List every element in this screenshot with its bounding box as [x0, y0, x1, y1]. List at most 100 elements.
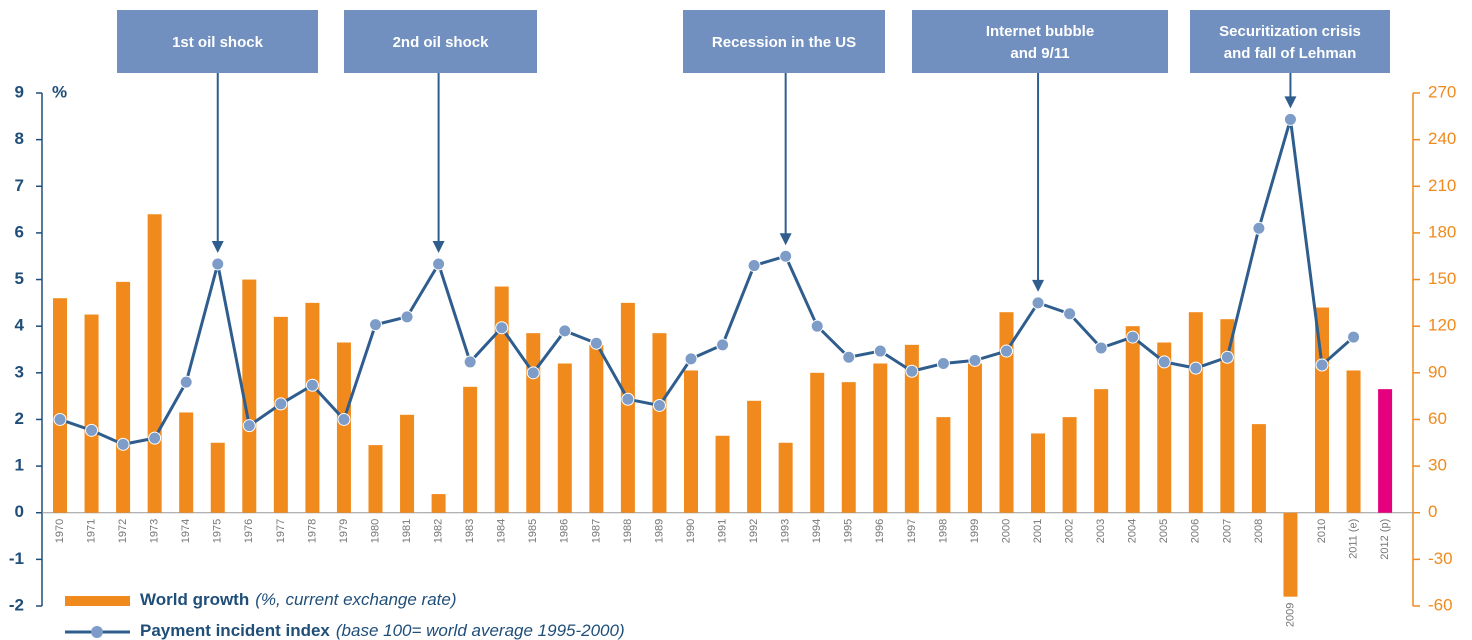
bar	[1157, 342, 1172, 513]
y2-tick-label: 120	[1428, 316, 1456, 335]
y2-tick-label: -30	[1428, 549, 1453, 568]
annotation-box	[117, 10, 318, 73]
marker	[779, 249, 793, 263]
marker	[905, 364, 919, 378]
x-tick-label: 2006	[1190, 519, 1202, 543]
bar	[715, 435, 730, 513]
legend-entry: World growth (%, current exchange rate)	[140, 590, 457, 609]
marker	[936, 356, 950, 370]
y-tick-label: 6	[15, 222, 24, 241]
bar	[84, 314, 99, 513]
bar	[810, 372, 825, 513]
y-tick-label: 8	[15, 129, 24, 148]
bar	[1094, 389, 1109, 513]
x-tick-label: 2000	[1000, 519, 1012, 543]
bar	[1188, 312, 1203, 513]
marker	[211, 257, 225, 271]
marker	[85, 423, 99, 437]
x-tick-label: 1974	[180, 519, 192, 543]
bar	[53, 298, 67, 513]
x-tick-label: 1973	[149, 519, 161, 543]
y-tick-label: -2	[9, 595, 24, 614]
marker	[148, 431, 162, 445]
marker	[1031, 296, 1045, 310]
bar	[778, 442, 793, 513]
bar	[431, 494, 446, 513]
bar	[589, 344, 604, 513]
bar	[1031, 433, 1046, 513]
bar	[747, 400, 762, 513]
marker	[558, 324, 572, 338]
y2-tick-label: 150	[1428, 269, 1456, 288]
x-tick-label: 1995	[843, 519, 855, 543]
marker	[274, 397, 288, 411]
x-tick-label: 2004	[1127, 519, 1139, 543]
y-tick-label: 0	[15, 502, 24, 521]
bar	[305, 302, 320, 513]
x-tick-label: 1988	[622, 519, 634, 543]
bar	[210, 442, 225, 513]
annotation-text: Internet bubble	[986, 23, 1094, 40]
marker	[337, 412, 351, 426]
marker	[589, 336, 603, 350]
x-tick-label: 1975	[212, 519, 224, 543]
marker	[1252, 221, 1266, 235]
x-tick-label: 2009	[1284, 603, 1296, 627]
legend-name: Payment incident index	[140, 621, 330, 640]
x-tick-label: 1971	[85, 519, 97, 543]
annotation-arrowhead	[779, 233, 792, 246]
y-tick-label: 4	[15, 316, 25, 335]
x-tick-label: 2005	[1158, 519, 1170, 543]
marker	[1283, 112, 1297, 126]
bar	[967, 363, 982, 513]
annotation-text: Securitization crisis	[1219, 23, 1361, 40]
x-tick-label: 1989	[653, 519, 665, 543]
annotation-box	[344, 10, 537, 73]
marker	[1126, 330, 1140, 344]
annotation-text: and fall of Lehman	[1224, 45, 1357, 62]
bar	[147, 214, 162, 513]
bar	[684, 370, 698, 513]
marker	[652, 398, 666, 412]
x-tick-label: 2011 (e)	[1347, 519, 1359, 559]
x-tick-label: 1994	[811, 519, 823, 543]
marker	[1157, 355, 1171, 369]
marker	[1063, 307, 1077, 321]
y2-tick-label: 210	[1428, 176, 1456, 195]
annotation-arrowhead	[1284, 96, 1297, 109]
x-tick-label: 1976	[243, 519, 255, 543]
marker	[53, 412, 67, 426]
y-tick-label: 7	[15, 176, 24, 195]
marker	[400, 310, 414, 324]
marker	[463, 355, 477, 369]
marker	[873, 344, 887, 358]
legend-swatch	[91, 626, 103, 638]
legend-entry: Payment incident index (base 100= world a…	[140, 621, 625, 640]
bar	[999, 312, 1014, 513]
bar	[494, 286, 509, 513]
marker	[842, 350, 856, 364]
y2-tick-label: -60	[1428, 595, 1453, 614]
y-tick-label: 2	[15, 409, 24, 428]
bar	[368, 445, 383, 513]
marker	[810, 319, 824, 333]
x-tick-label: 1978	[306, 519, 318, 543]
marker	[305, 378, 319, 392]
x-tick-label: 1982	[433, 519, 445, 543]
marker	[432, 257, 446, 271]
marker	[1315, 358, 1329, 372]
x-tick-label: 2012 (p)	[1379, 519, 1391, 560]
x-tick-label: 2002	[1064, 519, 1076, 543]
marker	[242, 419, 256, 433]
annotation-arrowhead	[432, 241, 445, 253]
marker	[1347, 330, 1361, 344]
bar	[1125, 326, 1140, 513]
bar	[936, 417, 951, 513]
marker	[716, 338, 730, 352]
x-tick-label: 1999	[969, 519, 981, 543]
legend-note: (%, current exchange rate)	[255, 590, 456, 609]
x-tick-label: 2007	[1221, 519, 1233, 543]
x-tick-label: 1979	[338, 519, 350, 543]
x-tick-label: 1993	[780, 519, 792, 543]
y-tick-label: -1	[9, 549, 24, 568]
